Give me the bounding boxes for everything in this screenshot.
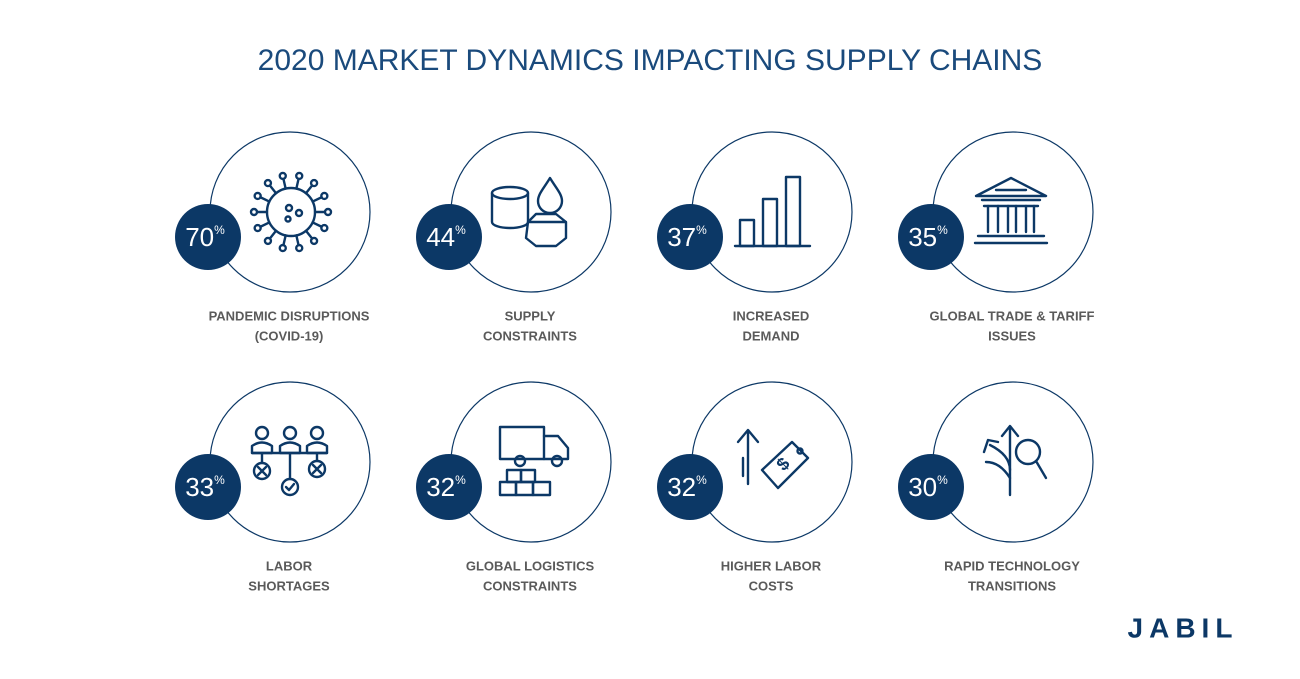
- item-circle: [932, 381, 1094, 543]
- labor-icon: [250, 425, 329, 497]
- item-label: DEMAND: [742, 328, 799, 343]
- virus-spike-tip: [278, 243, 287, 253]
- virus-spike-tip: [253, 191, 262, 201]
- technology-icon: [982, 424, 1048, 497]
- virus-spike: [268, 229, 278, 240]
- logo: JABIL: [1128, 612, 1239, 643]
- item-label: CONSTRAINTS: [483, 328, 577, 343]
- item-label: (COVID-19): [255, 328, 324, 343]
- virus-spike: [282, 177, 287, 190]
- virus-spike-tip: [320, 191, 329, 201]
- percent-value: 44: [426, 222, 455, 252]
- virus-spike-tip: [249, 207, 259, 217]
- virus-spike-tip: [309, 236, 319, 246]
- bank-icon: [973, 176, 1049, 245]
- percent-unit: %: [455, 223, 466, 237]
- virus-spike-tip: [263, 236, 273, 246]
- percent-text: 35%: [908, 222, 948, 252]
- percent-badge: [898, 454, 964, 520]
- virus-spike: [311, 221, 323, 228]
- percent-badge: [416, 454, 482, 520]
- percent-value: 32: [667, 472, 696, 502]
- percent-badge: [657, 204, 723, 270]
- percent-badge: [898, 204, 964, 270]
- logistics-icon: [498, 425, 570, 497]
- percent-text: 32%: [426, 472, 466, 502]
- virus-icon: [249, 171, 333, 253]
- virus-spike-tip: [278, 171, 287, 181]
- percent-badge: [416, 204, 482, 270]
- percent-text: 37%: [667, 222, 707, 252]
- virus-spike: [268, 184, 278, 195]
- virus-spike: [304, 184, 314, 195]
- virus-spike: [304, 229, 314, 240]
- percent-unit: %: [696, 223, 707, 237]
- percent-badge: [175, 454, 241, 520]
- item-label: COSTS: [749, 578, 794, 593]
- virus-spike-tip: [263, 178, 273, 188]
- item-circle: [450, 131, 612, 293]
- virus-spike: [295, 234, 300, 247]
- percent-unit: %: [696, 473, 707, 487]
- icons: $: [249, 171, 1049, 497]
- materials-icon: [490, 176, 568, 248]
- percent-badge: [175, 204, 241, 270]
- virus-spike: [295, 177, 300, 190]
- virus-spike-tip: [323, 207, 333, 217]
- item-circle: [450, 381, 612, 543]
- item-label: SUPPLY: [505, 308, 556, 323]
- percent-unit: %: [937, 473, 948, 487]
- item-label: SHORTAGES: [248, 578, 330, 593]
- percent-badge: [657, 454, 723, 520]
- item-circle: [932, 131, 1094, 293]
- item-label: PANDEMIC DISRUPTIONS: [209, 308, 370, 323]
- virus-spike-tip: [320, 223, 329, 233]
- percent-text: 33%: [185, 472, 225, 502]
- virus-spike-tip: [295, 243, 304, 253]
- percent-unit: %: [937, 223, 948, 237]
- virus-spike-tip: [309, 178, 319, 188]
- percent-value: 35: [908, 222, 937, 252]
- percent-text: 30%: [908, 472, 948, 502]
- item-label: INCREASED: [733, 308, 810, 323]
- percent-value: 70: [185, 222, 214, 252]
- virus-spike-tip: [253, 223, 262, 233]
- item-label: RAPID TECHNOLOGY: [944, 558, 1080, 573]
- percent-value: 33: [185, 472, 214, 502]
- item-label: HIGHER LABOR: [721, 558, 822, 573]
- percent-value: 30: [908, 472, 937, 502]
- percent-value: 37: [667, 222, 696, 252]
- percent-unit: %: [214, 473, 225, 487]
- item-label: TRANSITIONS: [968, 578, 1056, 593]
- virus-spike: [311, 196, 323, 203]
- bars-icon: [733, 175, 812, 248]
- virus-spike: [259, 221, 271, 228]
- virus-spike: [282, 234, 287, 247]
- item-label: CONSTRAINTS: [483, 578, 577, 593]
- percent-value: 32: [426, 472, 455, 502]
- item-label: ISSUES: [988, 328, 1036, 343]
- virus-spike-tip: [295, 171, 304, 181]
- percent-text: 44%: [426, 222, 466, 252]
- item-label: GLOBAL LOGISTICS: [466, 558, 595, 573]
- percent-unit: %: [214, 223, 225, 237]
- percent-unit: %: [455, 473, 466, 487]
- item-circle: [691, 131, 853, 293]
- item-label: LABOR: [266, 558, 313, 573]
- percent-text: 32%: [667, 472, 707, 502]
- item-label: GLOBAL TRADE & TARIFF: [930, 308, 1095, 323]
- percent-text: 70%: [185, 222, 225, 252]
- virus-spike: [259, 196, 271, 203]
- title: 2020 MARKET DYNAMICS IMPACTING SUPPLY CH…: [258, 44, 1043, 77]
